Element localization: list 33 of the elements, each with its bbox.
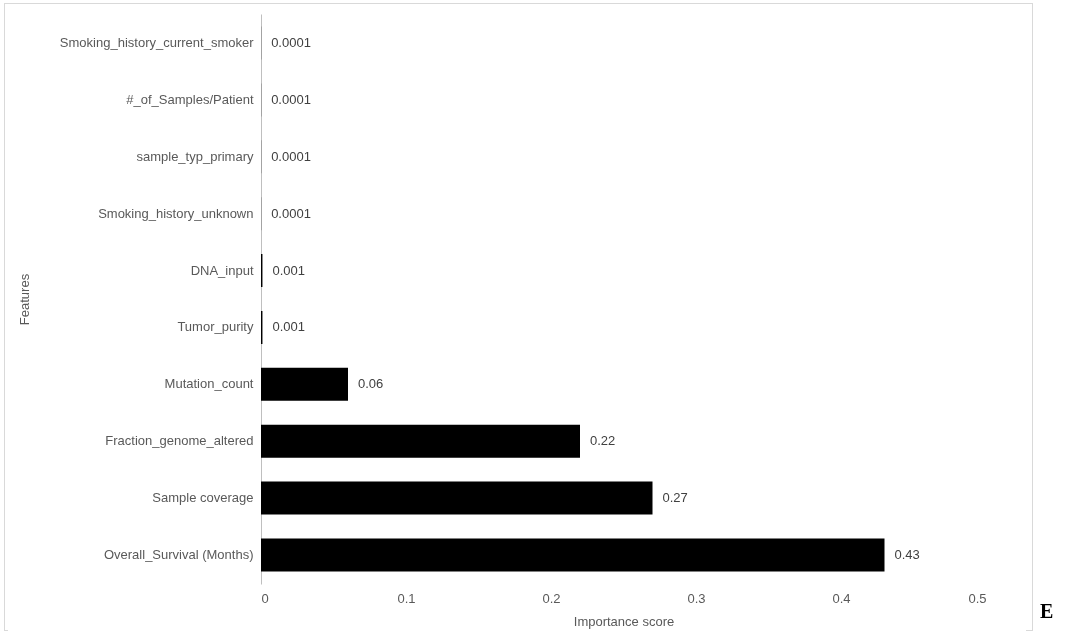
data-label: 0.0001 bbox=[271, 148, 311, 164]
data-label: 0.0001 bbox=[271, 205, 311, 221]
y-tick-label: Smoking_history_unknown bbox=[98, 205, 254, 221]
y-tick-label: #_of_Samples/Patient bbox=[126, 91, 254, 107]
bar bbox=[261, 367, 348, 401]
y-tick-label: sample_typ_primary bbox=[136, 148, 254, 164]
y-tick-label: Fraction_genome_altered bbox=[105, 433, 254, 449]
text: E bbox=[1040, 600, 1054, 623]
x-tick-label: 0 bbox=[261, 590, 269, 606]
data-label: 0.001 bbox=[272, 319, 305, 335]
y-tick-label: Overall_Survival (Months) bbox=[103, 546, 254, 562]
bar bbox=[261, 424, 580, 458]
x-tick-label: 0.2 bbox=[542, 590, 561, 606]
x-axis-title: Importance score bbox=[573, 613, 675, 629]
y-tick-label: Sample coverage bbox=[152, 490, 254, 506]
data-label: 0.0001 bbox=[271, 35, 311, 51]
y-tick-label: Mutation_count bbox=[164, 376, 254, 392]
x-tick-label: 0.5 bbox=[968, 590, 987, 606]
data-label: 0.06 bbox=[358, 376, 384, 392]
y-tick-label: Tumor_purity bbox=[177, 319, 254, 335]
bar bbox=[261, 481, 653, 515]
data-label: 0.43 bbox=[894, 546, 920, 562]
data-label: 0.27 bbox=[662, 490, 688, 506]
data-label: 0.0001 bbox=[271, 91, 311, 107]
x-tick-label: 0.3 bbox=[687, 590, 706, 606]
y-tick-label: DNA_input bbox=[190, 262, 254, 278]
y-axis-title: Features bbox=[16, 273, 32, 326]
bar bbox=[261, 538, 885, 572]
data-label: 0.22 bbox=[590, 433, 616, 449]
x-tick-label: 0.4 bbox=[832, 590, 851, 606]
data-label: 0.001 bbox=[272, 262, 305, 278]
y-tick-label: Smoking_history_current_smoker bbox=[59, 35, 255, 51]
x-tick-label: 0.1 bbox=[397, 590, 416, 606]
